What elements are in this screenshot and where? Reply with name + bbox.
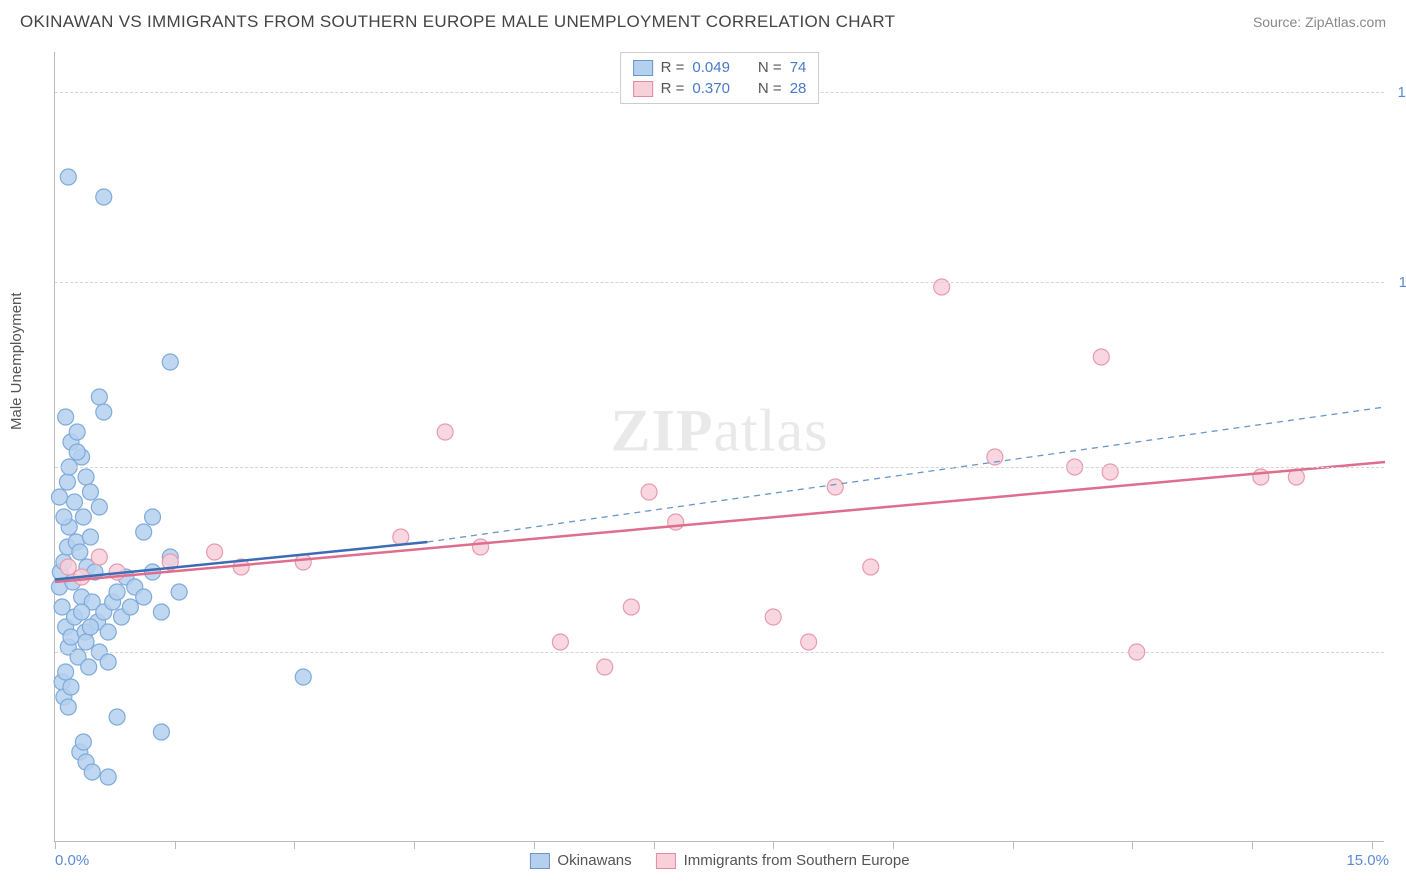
legend-swatch	[633, 60, 653, 76]
legend-n-value: 74	[790, 59, 807, 76]
gridline	[55, 467, 1384, 468]
legend-n-value: 28	[790, 80, 807, 97]
legend-series-item: Okinawans	[529, 852, 631, 869]
gridline	[55, 282, 1384, 283]
legend-n-label: N =	[758, 59, 782, 76]
x-tick	[1013, 841, 1014, 849]
legend-r-label: R =	[661, 59, 685, 76]
y-axis-label: Male Unemployment	[8, 292, 25, 430]
legend-row: R = 0.370 N = 28	[629, 78, 811, 99]
legend-swatch	[529, 853, 549, 869]
legend-row: R = 0.049 N = 74	[629, 57, 811, 78]
legend-r-value: 0.049	[692, 59, 730, 76]
legend-r-value: 0.370	[692, 80, 730, 97]
source-attribution: Source: ZipAtlas.com	[1253, 14, 1386, 30]
x-tick	[1372, 841, 1373, 849]
x-tick	[175, 841, 176, 849]
y-tick-label: 11.2%	[1399, 274, 1406, 291]
legend-swatch	[633, 81, 653, 97]
x-tick	[773, 841, 774, 849]
gridline	[55, 652, 1384, 653]
y-tick-label: 15.0%	[1397, 84, 1406, 101]
x-tick-label: 0.0%	[55, 852, 89, 869]
x-tick	[1252, 841, 1253, 849]
legend-n-label: N =	[758, 80, 782, 97]
legend-swatch	[656, 853, 676, 869]
x-tick	[414, 841, 415, 849]
x-tick	[1132, 841, 1133, 849]
chart-title: OKINAWAN VS IMMIGRANTS FROM SOUTHERN EUR…	[20, 12, 895, 32]
x-tick	[534, 841, 535, 849]
legend-r-label: R =	[661, 80, 685, 97]
series-legend: Okinawans Immigrants from Southern Europe	[529, 852, 909, 869]
correlation-legend: R = 0.049 N = 74 R = 0.370 N = 28	[620, 52, 820, 104]
legend-series-label: Immigrants from Southern Europe	[684, 852, 910, 869]
x-tick	[654, 841, 655, 849]
scatter-svg	[55, 52, 1384, 841]
x-tick	[893, 841, 894, 849]
chart-plot-area: ZIPatlas R =0.049N =74R =0.370N =28 Okin…	[54, 52, 1384, 842]
x-tick-label: 15.0%	[1346, 852, 1389, 869]
x-tick	[55, 841, 56, 849]
legend-series-label: Okinawans	[557, 852, 631, 869]
legend-series-item: Immigrants from Southern Europe	[656, 852, 910, 869]
x-tick	[294, 841, 295, 849]
